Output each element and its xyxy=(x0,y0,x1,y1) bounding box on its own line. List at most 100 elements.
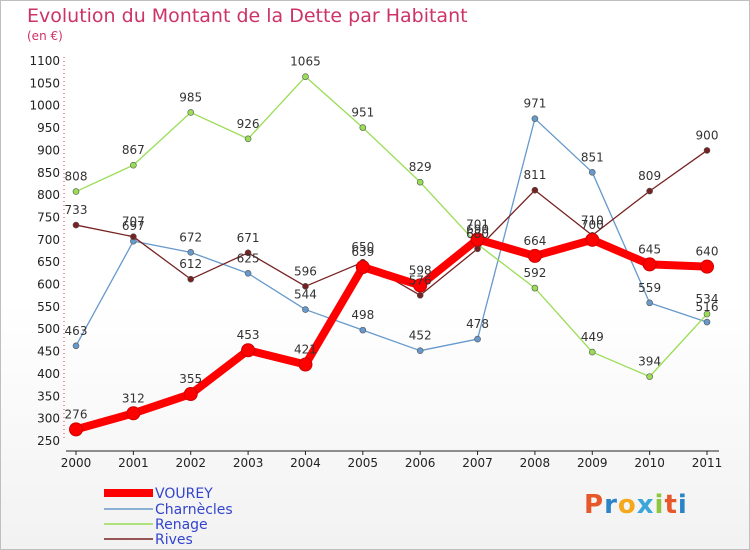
x-tick-label: 2009 xyxy=(577,456,608,470)
legend-label: VOUREY xyxy=(155,486,213,502)
data-point xyxy=(302,283,309,290)
y-tick-label: 850 xyxy=(37,166,60,180)
y-tick-label: 700 xyxy=(37,233,60,247)
legend-label: Rives xyxy=(155,532,193,548)
chart-subtitle: (en €) xyxy=(27,29,63,43)
data-point xyxy=(130,161,137,169)
data-label: 312 xyxy=(122,391,145,405)
legend-label: Charnècles xyxy=(155,502,233,518)
proxiti-logo: Proxiti xyxy=(584,490,688,520)
y-tick-label: 1000 xyxy=(29,99,60,113)
series-layer xyxy=(69,73,714,437)
x-tick-label: 2000 xyxy=(61,456,92,470)
data-point xyxy=(416,347,424,354)
data-point xyxy=(531,186,539,194)
data-point xyxy=(302,306,309,313)
axes: 250 300 350 400 450 500 550 600 650 700 750 800 850 9… xyxy=(29,54,722,470)
data-label: 276 xyxy=(65,407,88,421)
data-point xyxy=(69,422,83,437)
x-tick-label: 2011 xyxy=(692,456,723,470)
data-label: 421 xyxy=(294,343,317,357)
data-label: 534 xyxy=(696,292,719,306)
data-point xyxy=(588,348,596,356)
data-label: 645 xyxy=(638,242,661,256)
logo-letter: P xyxy=(584,490,605,520)
y-tick-label: 500 xyxy=(37,322,60,336)
data-point xyxy=(527,248,542,263)
data-label: 707 xyxy=(122,215,145,229)
data-point xyxy=(642,257,657,272)
data-point xyxy=(531,284,539,292)
data-label: 701 xyxy=(466,217,489,231)
data-point xyxy=(416,178,424,186)
y-tick-label: 900 xyxy=(37,143,60,157)
data-label: 612 xyxy=(179,257,202,271)
data-point xyxy=(355,260,370,275)
data-label: 811 xyxy=(523,168,546,182)
y-tick-label: 450 xyxy=(37,345,60,359)
data-point xyxy=(585,232,600,247)
x-tick-label: 2001 xyxy=(118,456,149,470)
x-tick-label: 2006 xyxy=(405,456,436,470)
data-label: 463 xyxy=(65,324,88,338)
data-label: 478 xyxy=(466,317,489,331)
data-label: 544 xyxy=(294,288,317,302)
legend-label: Renage xyxy=(155,517,208,533)
data-label: 900 xyxy=(696,128,719,142)
series-line-vourey xyxy=(72,235,711,434)
data-label: 809 xyxy=(638,169,661,183)
data-point xyxy=(700,259,714,274)
data-point xyxy=(302,73,309,80)
y-tick-label: 300 xyxy=(37,412,60,426)
data-point xyxy=(703,310,711,318)
data-label: 697 xyxy=(122,219,145,233)
data-label: 516 xyxy=(696,300,719,314)
data-point xyxy=(470,232,485,247)
data-label: 596 xyxy=(294,264,317,278)
data-label: 671 xyxy=(237,231,260,245)
data-label: 394 xyxy=(638,355,661,369)
data-point xyxy=(126,406,141,421)
data-label: 971 xyxy=(523,97,546,111)
data-point xyxy=(187,109,195,116)
data-point xyxy=(244,249,252,257)
data-label: 926 xyxy=(237,117,260,131)
data-point xyxy=(416,291,424,299)
data-point xyxy=(187,275,195,283)
data-label: 625 xyxy=(237,251,260,265)
data-point xyxy=(244,270,252,277)
data-point xyxy=(187,249,195,256)
y-tick-label: 350 xyxy=(37,389,60,403)
data-label: 951 xyxy=(351,106,374,120)
data-label: 592 xyxy=(523,266,546,280)
data-point xyxy=(244,135,252,143)
data-label: 700 xyxy=(581,218,604,232)
data-point xyxy=(474,245,481,253)
y-tick-label: 600 xyxy=(37,278,60,292)
data-point xyxy=(298,357,313,372)
logo-letter: r xyxy=(604,490,618,520)
y-tick-label: 1100 xyxy=(29,54,60,68)
data-label: 710 xyxy=(581,213,604,227)
data-point xyxy=(588,169,596,176)
data-label: 598 xyxy=(409,263,432,277)
data-label: 453 xyxy=(237,328,260,342)
data-label: 498 xyxy=(351,308,374,322)
data-label: 650 xyxy=(351,240,374,254)
x-tick-label: 2007 xyxy=(462,456,493,470)
y-tick-label: 250 xyxy=(37,434,60,448)
data-label: 690 xyxy=(466,222,489,236)
data-label: 829 xyxy=(409,160,432,174)
data-point xyxy=(646,373,653,380)
data-point xyxy=(241,343,256,358)
series-line-renage xyxy=(75,75,708,378)
data-label: 808 xyxy=(65,170,88,184)
x-tick-label: 2010 xyxy=(634,456,665,470)
y-tick-label: 400 xyxy=(37,367,60,381)
data-label: 640 xyxy=(696,245,719,259)
data-label: 680 xyxy=(466,227,489,241)
y-tick-label: 800 xyxy=(37,188,60,202)
data-label: 449 xyxy=(581,330,604,344)
